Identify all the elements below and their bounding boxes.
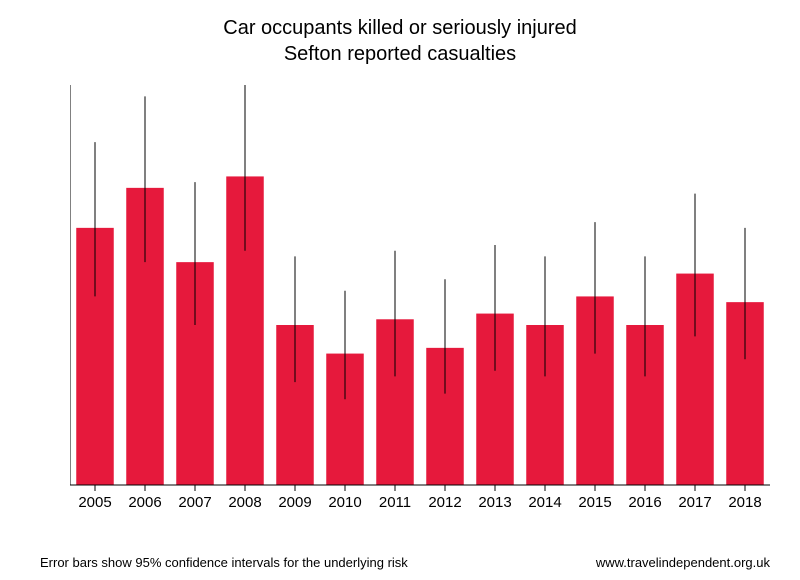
x-tick-label: 2008 [228,494,261,511]
title-line-2: Sefton reported casualties [284,43,516,65]
x-tick-label: 2010 [328,494,361,511]
chart-title: Car occupants killed or seriously injure… [0,15,800,67]
x-tick-label: 2017 [678,494,711,511]
x-tick-label: 2005 [78,494,111,511]
x-tick-label: 2006 [128,494,161,511]
x-tick-label: 2011 [379,494,411,511]
chart-plot: 010203040506070 200520062007200820092010… [70,85,770,515]
chart-container: Car occupants killed or seriously injure… [0,0,800,580]
x-tick-label: 2014 [528,494,561,511]
x-tick-label: 2013 [478,494,511,511]
title-line-1: Car occupants killed or seriously injure… [223,17,577,39]
x-tick-label: 2009 [278,494,311,511]
footer-note-right: www.travelindependent.org.uk [596,555,770,570]
x-tick-label: 2018 [728,494,761,511]
x-tick-label: 2016 [628,494,661,511]
footer-note-left: Error bars show 95% confidence intervals… [40,555,408,570]
bars-group [76,176,764,485]
x-axis: 2005 2006 2007 2008 2009 2010 2011 2012 2013 2014… [70,485,770,511]
x-tick-label: 2015 [578,494,611,511]
x-tick-label: 2007 [178,494,211,511]
x-tick-label: 2012 [428,494,461,511]
